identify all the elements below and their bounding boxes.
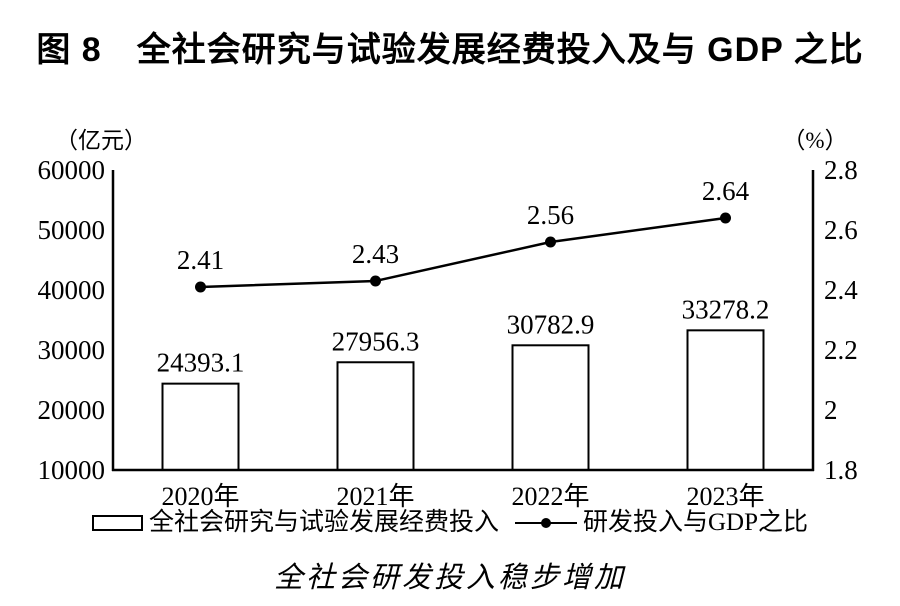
right-axis-tick-label: 2.8 — [824, 155, 858, 185]
right-axis-tick-label: 2.6 — [824, 215, 858, 245]
x-category-label: 2020年 — [161, 482, 239, 511]
left-axis-tick-label: 40000 — [38, 275, 106, 305]
line-point-2020年 — [195, 281, 206, 293]
line-point-label: 2.56 — [527, 200, 574, 230]
line-marker-icon — [541, 517, 551, 528]
legend-bar-label: 全社会研究与试验发展经费投入 — [148, 509, 499, 536]
right-axis-unit-label: （%） — [782, 128, 847, 153]
line-point-2023年 — [720, 212, 731, 224]
right-axis-tick-label: 2.4 — [824, 275, 858, 305]
left-axis-unit-label: （亿元） — [55, 128, 147, 153]
x-category-label: 2021年 — [336, 482, 414, 511]
legend-line-label: 研发投入与GDP之比 — [583, 509, 809, 536]
left-axis-tick-label: 10000 — [38, 455, 106, 485]
bar-2022年 — [511, 344, 590, 472]
figure-title: 图 8 全社会研究与试验发展经费投入及与 GDP 之比 — [36, 31, 864, 69]
right-axis-tick-label: 1.8 — [824, 455, 858, 485]
line-dot-swatch-icon — [515, 517, 577, 528]
bar-swatch-icon — [91, 514, 143, 531]
x-category-label: 2023年 — [686, 482, 764, 511]
legend-item-line: 研发投入与GDP之比 — [515, 509, 808, 537]
bar-value-label: 33278.2 — [682, 294, 770, 324]
line-point-label: 2.43 — [352, 239, 399, 269]
bar-value-label: 27956.3 — [332, 326, 420, 356]
right-axis-tick-label: 2 — [824, 395, 838, 425]
line-point-2021年 — [370, 275, 381, 287]
bar-2023年 — [686, 329, 765, 472]
line-point-label: 2.64 — [702, 176, 750, 206]
line-point-label: 2.41 — [177, 245, 224, 275]
legend-item-bar: 全社会研究与试验发展经费投入 — [91, 509, 499, 537]
left-axis-tick-label: 50000 — [38, 215, 106, 245]
figure-caption: 全社会研发投入稳步增加 — [273, 562, 626, 594]
line-series — [200, 216, 726, 289]
left-axis-tick-label: 60000 — [38, 155, 106, 185]
bar-value-label: 30782.9 — [507, 309, 595, 339]
bar-2021年 — [336, 361, 415, 472]
x-category-label: 2022年 — [511, 482, 589, 511]
right-axis-tick-label: 2.2 — [824, 335, 858, 365]
bar-2020年 — [161, 382, 240, 471]
bar-value-label: 24393.1 — [157, 348, 245, 378]
left-axis-tick-label: 30000 — [38, 335, 106, 365]
legend: 全社会研究与试验发展经费投入 研发投入与GDP之比 — [0, 509, 900, 537]
left-axis-tick-label: 20000 — [38, 395, 106, 425]
line-point-2022年 — [545, 236, 556, 248]
